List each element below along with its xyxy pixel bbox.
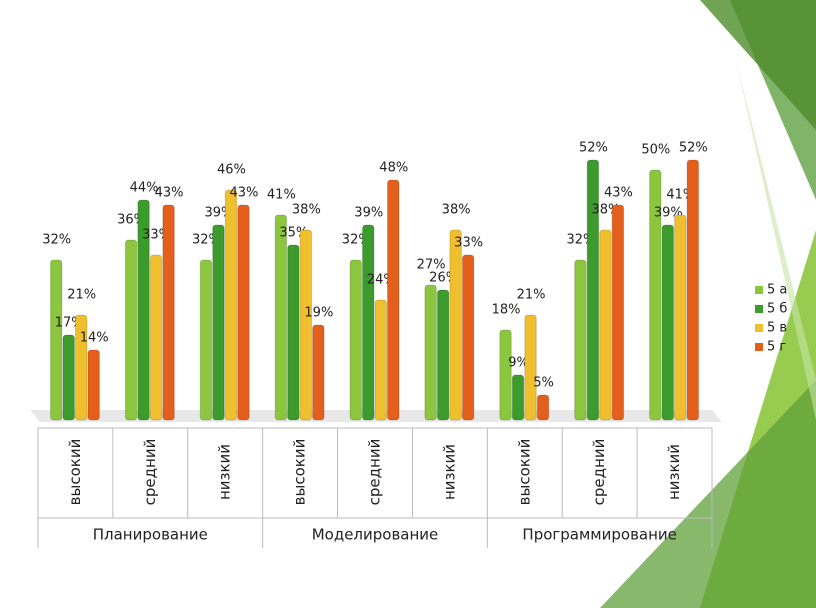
x-tick-label: низкий: [440, 444, 458, 500]
decor: [736, 60, 816, 420]
bar: [611, 204, 625, 421]
legend-swatch: [755, 343, 763, 351]
x-tick-label: высокий: [291, 439, 309, 506]
bar: [137, 199, 150, 421]
bar: [424, 284, 437, 421]
bar: [237, 204, 250, 421]
value-label: 33%: [454, 236, 483, 251]
value-label: 21%: [67, 288, 96, 303]
bar: [299, 229, 313, 421]
bar: [274, 214, 288, 421]
bar: [586, 159, 600, 421]
group-label: Моделирование: [312, 526, 439, 544]
legend-swatch: [755, 286, 763, 294]
bar: [49, 259, 63, 421]
value-label: 43%: [230, 186, 259, 201]
value-label: 43%: [155, 186, 184, 201]
value-label: 52%: [679, 141, 708, 156]
bar: [649, 169, 662, 421]
bar: [224, 189, 238, 421]
bar: [674, 214, 687, 421]
group-label: Программирование: [522, 526, 676, 544]
bar: [511, 374, 525, 421]
value-label: 27%: [417, 258, 446, 273]
bar: [599, 229, 612, 421]
bar: [312, 324, 325, 421]
x-tick-label: низкий: [665, 444, 683, 500]
value-label: 5%: [533, 376, 554, 391]
legend-label: 5 в: [767, 321, 787, 336]
bar: [686, 159, 700, 421]
value-label: 9%: [508, 356, 529, 371]
x-tick-label: низкий: [216, 444, 234, 500]
bar: [162, 204, 175, 421]
bar: [387, 179, 400, 421]
value-label: 14%: [80, 331, 109, 346]
bar: [436, 289, 450, 421]
legend-label: 5 а: [767, 283, 787, 298]
bar: [349, 259, 362, 421]
bar: [199, 259, 213, 421]
value-label: 46%: [217, 163, 246, 178]
bar: [574, 259, 587, 421]
legend-label: 5 г: [767, 340, 786, 355]
bar: [87, 349, 100, 421]
bar: [362, 224, 375, 421]
bar: [149, 254, 163, 421]
bar: [499, 329, 512, 421]
bar: [124, 239, 138, 421]
value-label: 21%: [517, 288, 546, 303]
bar: [449, 229, 462, 421]
legend-swatch: [755, 305, 763, 313]
value-label: 50%: [641, 143, 670, 158]
x-tick-label: высокий: [515, 439, 533, 506]
x-tick-label: средний: [366, 439, 384, 506]
bar: [62, 334, 75, 421]
bar: [212, 224, 225, 421]
bar: [287, 244, 300, 421]
value-label: 39%: [354, 206, 383, 221]
bar: [661, 224, 675, 421]
x-tick-label: средний: [141, 439, 159, 506]
group-label: Планирование: [93, 526, 208, 544]
legend-label: 5 б: [767, 302, 787, 317]
bar: [461, 254, 475, 421]
value-label: 44%: [130, 181, 159, 196]
decor: [700, 0, 816, 130]
value-label: 38%: [292, 203, 321, 218]
x-tick-label: высокий: [66, 439, 84, 506]
value-label: 18%: [492, 303, 521, 318]
value-label: 43%: [604, 186, 633, 201]
value-label: 32%: [42, 233, 71, 248]
x-tick-label: средний: [590, 439, 608, 506]
bar: [74, 314, 88, 421]
bar: [536, 394, 550, 421]
value-label: 41%: [267, 188, 296, 203]
legend-swatch: [755, 324, 763, 332]
value-label: 38%: [442, 203, 471, 218]
bar: [374, 299, 387, 421]
decor: [600, 380, 816, 608]
value-label: 48%: [379, 161, 408, 176]
value-label: 19%: [304, 306, 333, 321]
value-label: 52%: [579, 141, 608, 156]
bar: [524, 314, 537, 421]
